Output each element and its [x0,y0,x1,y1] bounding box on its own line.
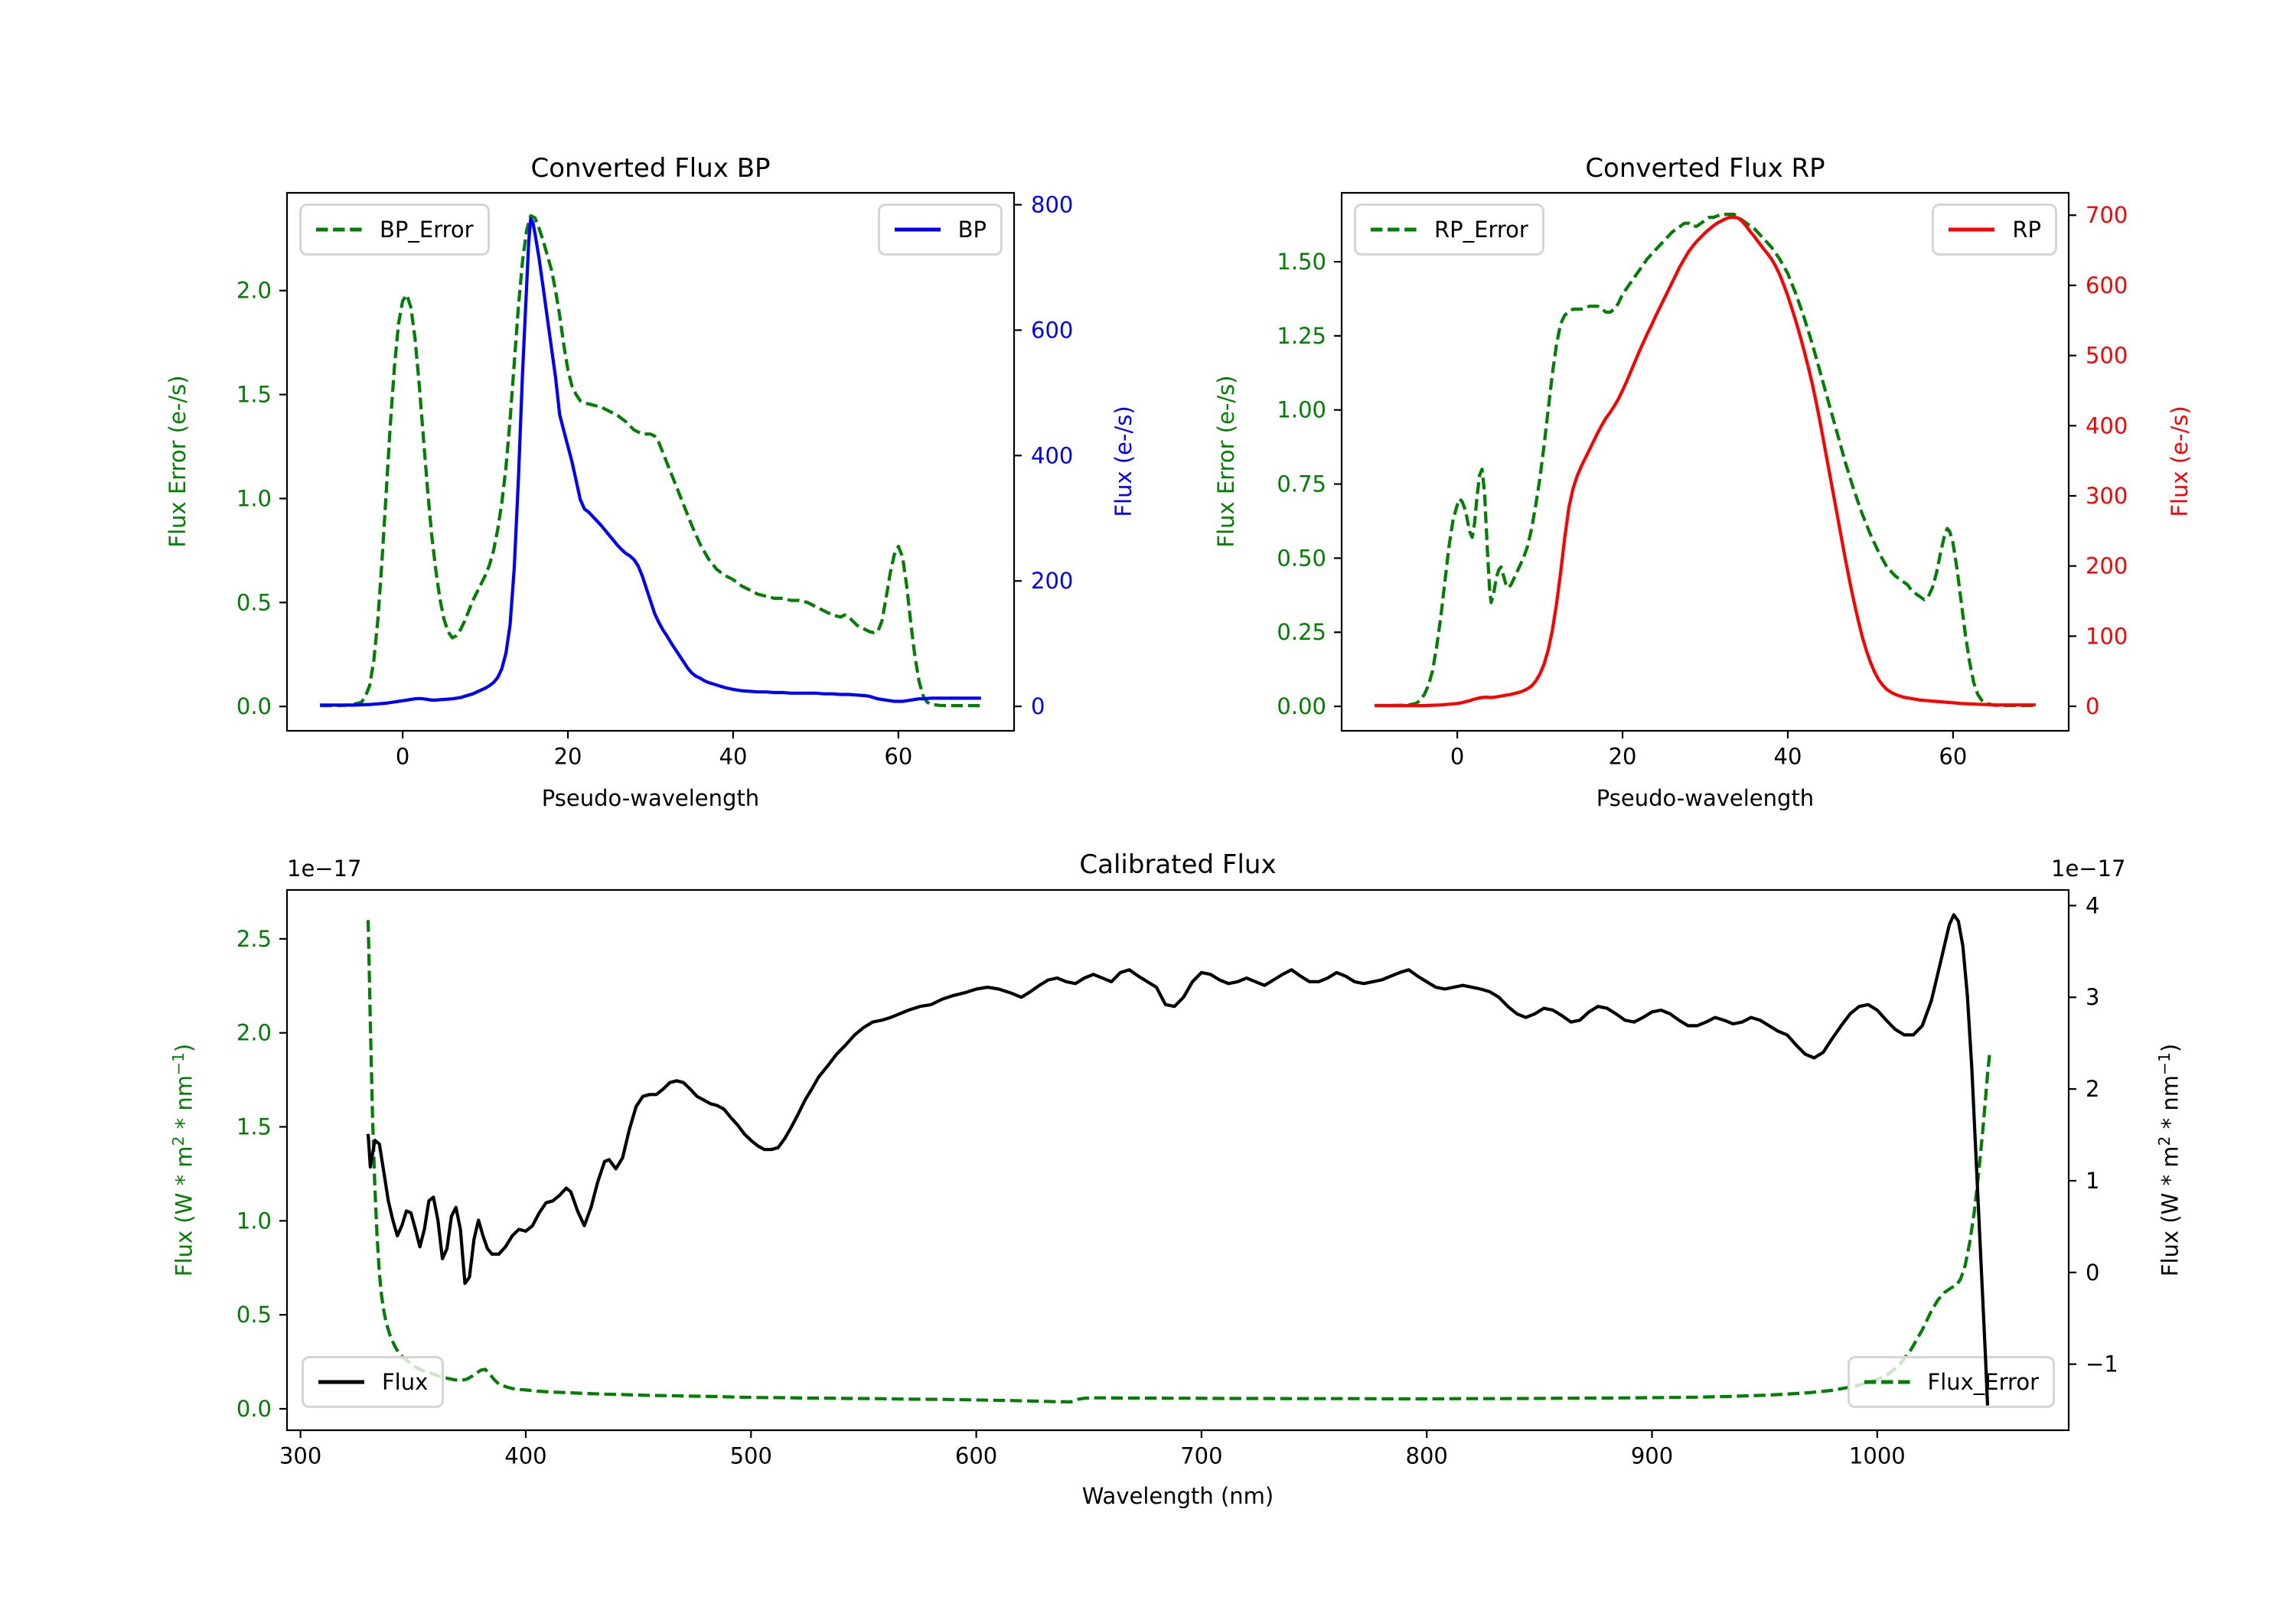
bp-legend-label: BP [957,217,987,243]
rp-x-tick-label: 20 [1609,744,1637,770]
rp-error-legend-label: RP_Error [1434,217,1528,243]
rp-x-tick-label: 0 [1450,744,1464,770]
rp-left-tick-label: 0.50 [1277,545,1326,571]
calibrated-ylabel-right: Flux (W * m2 * nm−1) [2155,1043,2183,1277]
rp-right-tick-label: 700 [2086,202,2128,228]
bp-series-bp_error-curve [320,214,981,708]
flux-legend: Flux [302,1356,445,1408]
calibrated-offset-left: 1e−17 [287,856,362,882]
bp-x-tick-label: 20 [554,744,582,770]
calibrated-x-tick-label: 1000 [1849,1443,1906,1469]
calibrated-title: Calibrated Flux [1079,849,1277,880]
rp-legend-sample-solid-line-icon [1949,227,1995,232]
calibrated-x-tick-label: 800 [1406,1443,1448,1469]
calibrated-offset-right: 1e−17 [2051,856,2126,882]
calibrated-x-tick-label: 900 [1631,1443,1673,1469]
rp-left-tick-label: 1.25 [1277,323,1326,349]
rp-right-tick-label: 400 [2086,412,2128,438]
calibrated-x-tick-label: 400 [504,1443,546,1469]
rp-right-tick-label: 500 [2086,343,2128,369]
bp-left-tick-label: 1.0 [236,485,272,511]
rp-right-tick-label: 0 [2086,693,2099,719]
calibrated-left-tick-label: 2.0 [236,1020,272,1046]
flux-legend-sample-solid-line-icon [318,1380,364,1384]
rp-left-tick-label: 1.50 [1277,249,1326,275]
bp-right-tick-label: 800 [1031,192,1073,218]
rp-axes-frame [1340,191,2070,732]
calibrated-right-tick-label: −1 [2086,1351,2118,1377]
rp-ylabel-right: Flux (e-/s) [2167,406,2193,517]
rp-left-tick-label: 1.00 [1277,397,1326,423]
bp-left-tick-label: 2.0 [236,278,272,304]
calibrated-left-tick-label: 0.0 [236,1396,272,1422]
bp-legend: BP [877,204,1003,256]
bp-left-tick-label: 1.5 [236,382,272,408]
bp-error-legend: BP_Error [299,204,490,256]
calibrated-right-tick-label: 4 [2086,892,2099,918]
flux-error-legend-label: Flux_Error [1927,1369,2039,1395]
rp-right-tick-label: 100 [2086,623,2128,649]
rp-x-tick-label: 60 [1939,744,1967,770]
calibrated-left-tick-label: 1.0 [236,1208,272,1234]
bp-right-tick-label: 400 [1031,442,1073,468]
bp-axes-frame [285,191,1016,732]
bp-right-tick-label: 600 [1031,317,1073,343]
bp-ylabel-right: Flux (e-/s) [1110,406,1137,517]
bp-x-tick-label: 40 [719,744,748,770]
rp-legend-label: RP [2012,217,2041,243]
rp-xlabel: Pseudo-wavelength [1596,785,1815,811]
calibrated-left-tick-label: 1.5 [236,1114,272,1140]
rp-right-tick-label: 300 [2086,483,2128,509]
rp-series-rp_error-curve [1375,213,2036,707]
calibrated-xlabel: Wavelength (nm) [1081,1483,1274,1509]
calibrated-axes-frame [285,888,2070,1432]
calibrated-right-tick-label: 2 [2086,1076,2099,1102]
rp-right-tick-label: 600 [2086,272,2128,298]
calibrated-x-tick-label: 700 [1180,1443,1222,1469]
bp-left-tick-label: 0.5 [236,589,272,615]
flux-error-legend-sample-dashed-line-icon [1864,1380,1910,1384]
bp-legend-sample-solid-line-icon [894,227,941,232]
bp-xlabel: Pseudo-wavelength [541,785,760,811]
rp-legend: RP [1932,204,2057,256]
bp-ylabel-left: Flux Error (e-/s) [165,375,191,548]
rp-ylabel-left: Flux Error (e-/s) [1213,375,1239,548]
rp-left-tick-label: 0.00 [1277,693,1326,719]
bp-right-tick-label: 0 [1031,693,1045,719]
rp-left-tick-label: 0.25 [1277,619,1326,645]
bp-left-tick-label: 0.0 [236,693,272,719]
rp-right-tick-label: 200 [2086,553,2128,579]
bp-right-tick-label: 200 [1031,568,1073,594]
calibrated-x-tick-label: 500 [730,1443,772,1469]
flux-error-legend: Flux_Error [1847,1356,2055,1408]
rp-x-tick-label: 40 [1774,744,1802,770]
bp-error-legend-sample-dashed-line-icon [316,227,362,232]
bp-x-tick-label: 0 [396,744,409,770]
calibrated-right-tick-label: 3 [2086,984,2099,1010]
rp-title: Converted Flux RP [1585,153,1825,184]
calibrated-x-tick-label: 600 [955,1443,997,1469]
calibrated-right-tick-label: 0 [2086,1260,2099,1286]
rp-left-tick-label: 0.75 [1277,471,1326,497]
rp-error-legend: RP_Error [1354,204,1544,256]
calibrated-left-tick-label: 2.5 [236,926,272,952]
rp-error-legend-sample-dashed-line-icon [1371,227,1417,232]
bp-title: Converted Flux BP [530,153,771,184]
flux-legend-label: Flux [382,1369,429,1395]
calibrated-ylabel-left: Flux (W * m2 * nm−1) [169,1043,197,1277]
bp-x-tick-label: 60 [884,744,912,770]
calibrated-left-tick-label: 0.5 [236,1302,272,1328]
bp-error-legend-label: BP_Error [380,217,474,243]
calibrated-series-flux_error-curve [366,920,1992,1403]
calibrated-x-tick-label: 300 [279,1443,321,1469]
calibrated-right-tick-label: 1 [2086,1168,2099,1194]
